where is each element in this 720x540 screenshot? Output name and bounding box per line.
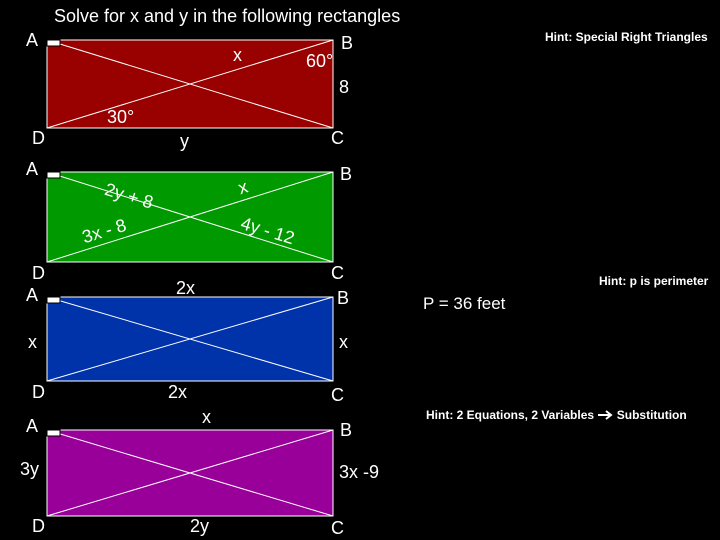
rectangle-3-diagonal-bd (46, 296, 334, 382)
perimeter-given: P = 36 feet (423, 294, 506, 313)
corner-label-a: A (26, 285, 39, 305)
angle-label-b: 60° (306, 51, 334, 71)
corner-label-d: D (32, 382, 45, 402)
side-label-left: x (28, 332, 37, 352)
side-label-right: 3x -9 (339, 462, 380, 482)
corner-label-a: A (26, 159, 39, 179)
hint-special-triangles: Hint: Special Right Triangles (545, 30, 708, 44)
corner-label-b: B (340, 420, 353, 440)
rectangle-2-diagonal-bd (46, 171, 334, 263)
corner-label-a: A (26, 416, 39, 436)
right-angle-marker (46, 296, 61, 304)
side-label-top: 2x (176, 278, 196, 298)
side-label-bottom: 2y (190, 516, 210, 536)
corner-label-b: B (337, 288, 350, 308)
corner-label-c: C (331, 263, 344, 283)
hint-substitution: Hint: 2 Equations, 2 Variables Substitut… (426, 409, 687, 421)
side-label-right: 8 (339, 77, 350, 97)
rectangle-2 (46, 171, 334, 263)
rectangle-4 (46, 429, 334, 517)
corner-label-c: C (331, 518, 344, 538)
rectangle-1 (46, 39, 334, 129)
side-label-top: x (202, 407, 211, 427)
side-label-right: x (339, 332, 348, 352)
right-angle-marker (46, 171, 61, 179)
segment-label-x: x (233, 45, 242, 65)
rectangle-4-diagonal-bd (46, 429, 334, 517)
side-label-left: 3y (20, 459, 40, 479)
corner-label-d: D (32, 516, 45, 536)
corner-label-c: C (331, 385, 344, 405)
hint-text: Substitution (616, 408, 687, 422)
hint-perimeter: Hint: p is perimeter (599, 274, 709, 288)
corner-label-c: C (331, 128, 344, 148)
arrow-right-icon (598, 410, 613, 420)
right-angle-marker (46, 429, 61, 437)
side-label-bottom: y (180, 131, 189, 151)
hint-text: Hint: 2 Equations, 2 Variables (426, 408, 595, 422)
angle-label-d: 30° (107, 107, 135, 127)
rectangle-1-diagonal-bd (46, 39, 334, 129)
rectangle-3 (46, 296, 334, 382)
side-label-bottom: 2x (168, 382, 188, 402)
corner-label-d: D (32, 263, 45, 283)
right-angle-marker (46, 39, 61, 47)
corner-label-b: B (341, 33, 354, 53)
corner-label-d: D (32, 128, 45, 148)
corner-label-a: A (26, 30, 39, 50)
page-title: Solve for x and y in the following recta… (54, 6, 401, 26)
corner-label-b: B (340, 164, 353, 184)
